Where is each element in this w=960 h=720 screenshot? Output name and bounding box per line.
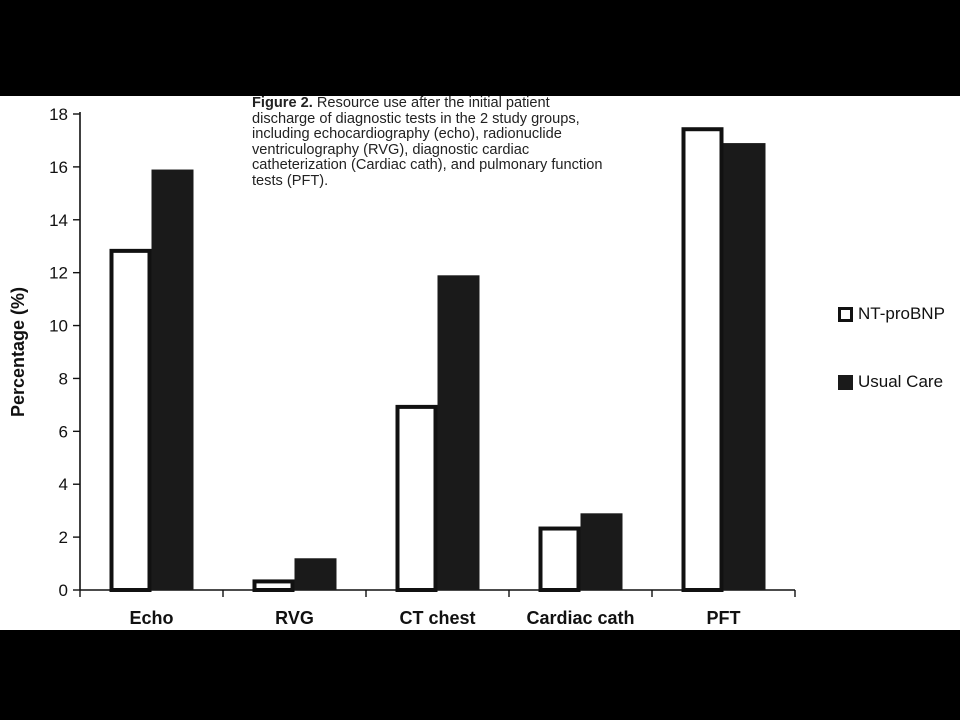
legend-item-nt-probnp: NT-proBNP xyxy=(838,304,945,324)
x-category-label: Echo xyxy=(129,608,173,628)
bars xyxy=(109,127,766,593)
x-category-label: RVG xyxy=(275,608,314,628)
bar-usual-care xyxy=(723,143,766,591)
y-tick-label: 2 xyxy=(59,528,68,547)
x-category-label: CT chest xyxy=(399,608,475,628)
y-tick-label: 4 xyxy=(59,475,68,494)
legend-swatch-outline xyxy=(838,306,853,322)
bar-nt-probnp xyxy=(252,579,295,593)
caption-text: Resource use after the initial patient d… xyxy=(252,95,603,189)
legend-label: NT-proBNP xyxy=(858,304,945,323)
y-axis-label: Percentage (%) xyxy=(8,287,28,417)
caption-label: Figure 2. xyxy=(252,95,313,111)
y-tick-label: 12 xyxy=(49,264,68,283)
y-tick-label: 18 xyxy=(49,105,68,124)
y-tick-label: 10 xyxy=(49,317,68,336)
legend-swatch-filled xyxy=(838,374,853,390)
bar-usual-care xyxy=(151,169,194,591)
x-category-label: PFT xyxy=(707,608,741,628)
bar-nt-probnp xyxy=(681,127,724,592)
bar-usual-care xyxy=(294,558,337,590)
axis-labels: 0 2 4 6 8 10 12 14 16 18 Percentage (%) Echo RVG CT c… xyxy=(8,105,741,628)
y-tick-label: 0 xyxy=(59,581,68,600)
x-category-label: Cardiac cath xyxy=(526,608,634,628)
y-tick-label: 8 xyxy=(59,369,68,388)
y-tick-label: 6 xyxy=(59,422,68,441)
y-tick-label: 14 xyxy=(49,211,68,230)
legend-label: Usual Care xyxy=(858,372,944,391)
bar-usual-care xyxy=(580,513,623,590)
bar-nt-probnp xyxy=(395,404,438,592)
legend-item-usual-care: Usual Care xyxy=(838,372,943,392)
y-tick-label: 16 xyxy=(49,158,68,177)
figure-caption: Figure 2. Resource use after the initial… xyxy=(252,95,612,190)
bar-usual-care xyxy=(437,275,480,590)
bar-nt-probnp xyxy=(538,526,581,592)
bar-nt-probnp xyxy=(109,248,152,592)
